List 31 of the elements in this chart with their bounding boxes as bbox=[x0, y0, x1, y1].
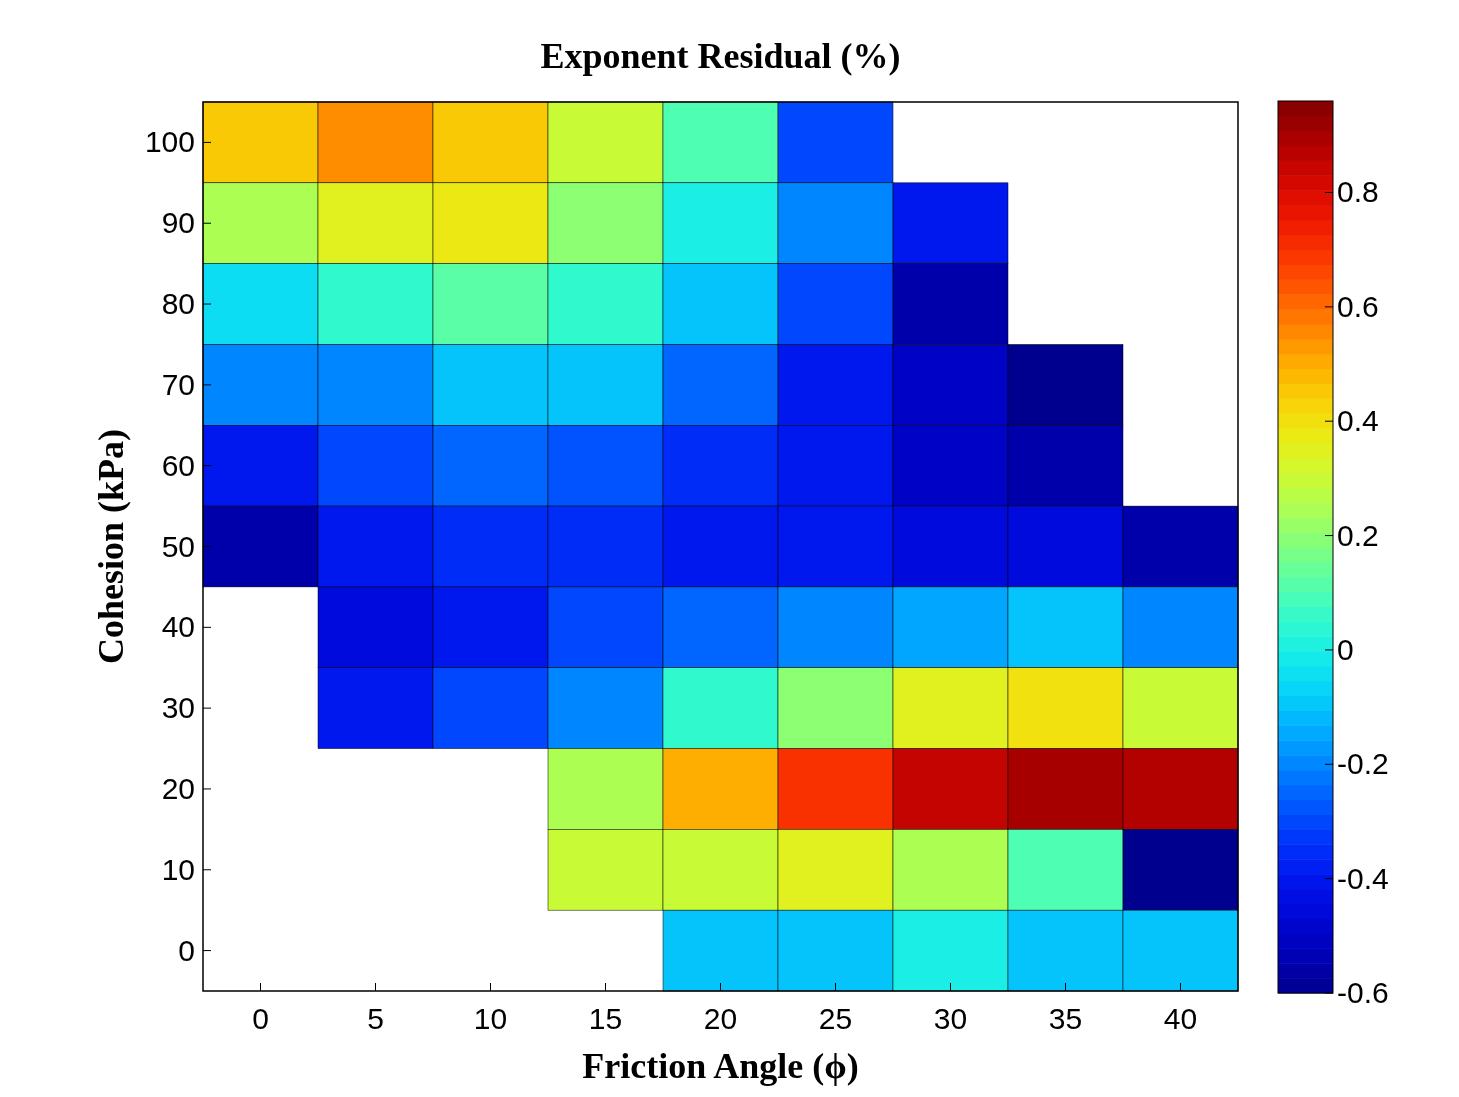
y-axis-title: Cohesion (kPa) bbox=[91, 428, 131, 665]
color-bar-label: 0.2 bbox=[1337, 518, 1379, 552]
y-tick-label: 20 bbox=[161, 771, 195, 805]
color-bar-label: -0.6 bbox=[1337, 976, 1389, 1009]
color-bar-label: 0.6 bbox=[1337, 289, 1379, 323]
y-tick-label: 60 bbox=[161, 448, 195, 482]
y-tick-label: 80 bbox=[161, 287, 195, 321]
x-tick-label: 15 bbox=[588, 1002, 623, 1035]
x-tick-label: 30 bbox=[933, 1002, 968, 1035]
y-tick-label: 30 bbox=[161, 691, 195, 725]
x-tick-label: 0 bbox=[252, 1002, 269, 1035]
color-bar-label: 0.8 bbox=[1337, 175, 1379, 209]
x-axis-title: Friction Angle (ϕ) bbox=[582, 1046, 859, 1086]
y-tick-label: 70 bbox=[161, 367, 195, 401]
color-bar-label: 0 bbox=[1337, 632, 1354, 666]
y-tick-label: 90 bbox=[161, 206, 195, 240]
color-bar-label: 0.4 bbox=[1337, 404, 1379, 438]
y-tick-label: 0 bbox=[178, 933, 195, 967]
x-tick-label: 25 bbox=[818, 1002, 853, 1035]
x-tick-label: 5 bbox=[367, 1002, 384, 1035]
x-tick-label: 20 bbox=[703, 1002, 738, 1035]
x-tick-label: 40 bbox=[1163, 1002, 1198, 1035]
y-tick-label: 10 bbox=[161, 852, 195, 886]
color-bar-label: -0.2 bbox=[1337, 747, 1389, 781]
color-bar-label: -0.4 bbox=[1337, 861, 1389, 895]
y-tick-label: 100 bbox=[144, 125, 195, 159]
chart-title: Exponent Residual (%) bbox=[540, 36, 901, 76]
y-tick-label: 40 bbox=[161, 610, 195, 644]
y-tick-label: 50 bbox=[161, 529, 195, 563]
x-tick-label: 10 bbox=[473, 1002, 508, 1035]
x-tick-label: 35 bbox=[1048, 1002, 1083, 1035]
